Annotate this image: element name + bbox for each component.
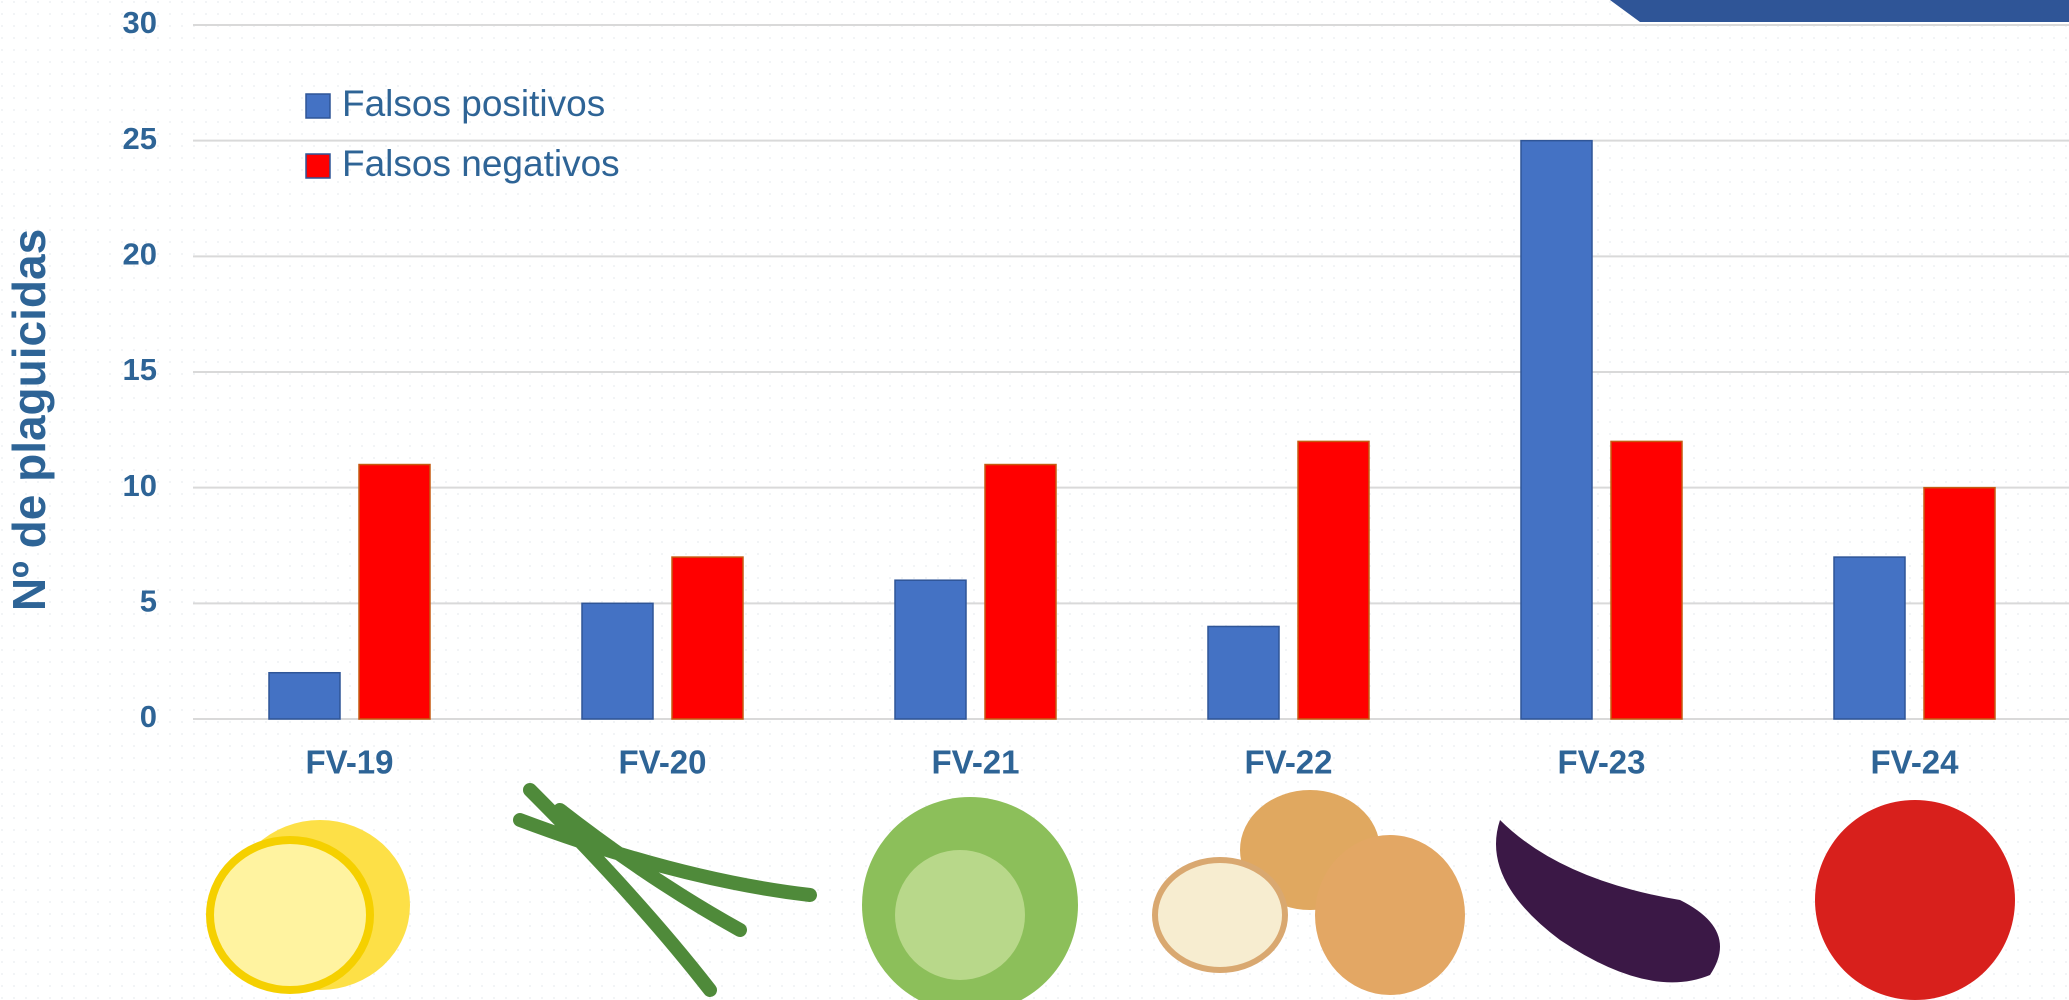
x-tick-label: FV-24 [1870,744,1959,781]
onion [1315,835,1465,995]
green-beans [513,783,817,997]
bar [581,602,654,720]
y-tick-label: 20 [123,237,157,272]
bar [1207,625,1280,720]
tomato [1815,800,2015,1000]
x-tick-label: FV-23 [1557,744,1645,781]
eggplant [1496,820,1720,983]
y-tick-label: 15 [123,352,157,387]
legend-label: Falsos negativos [342,143,620,184]
lemon-slice [206,836,374,994]
bar [358,463,431,720]
bar [894,579,967,720]
x-tick-label: FV-20 [618,744,706,781]
y-tick-label: 30 [123,5,157,40]
cabbage-core [895,850,1025,980]
bar [1923,486,1996,720]
bar [1833,556,1906,720]
y-tick-label: 10 [123,468,157,503]
y-tick-label: 5 [140,584,157,619]
bar [1610,440,1683,720]
food-images [206,783,2015,1000]
y-tick-label: 0 [140,699,157,734]
x-tick-label: FV-22 [1244,744,1332,781]
bar [984,463,1057,720]
legend-label: Falsos positivos [342,83,605,124]
y-tick-label: 25 [123,121,157,156]
onion-half [1152,857,1288,973]
bar [268,671,341,720]
legend-swatch [305,93,331,119]
y-axis-title: Nº de plaguicidas [3,229,55,611]
legend-swatch [305,153,331,179]
x-tick-label: FV-21 [931,744,1019,781]
bar [671,556,744,720]
bar [1297,440,1370,720]
header-decoration [1610,0,2069,22]
bar [1520,139,1593,720]
x-tick-label: FV-19 [305,744,393,781]
